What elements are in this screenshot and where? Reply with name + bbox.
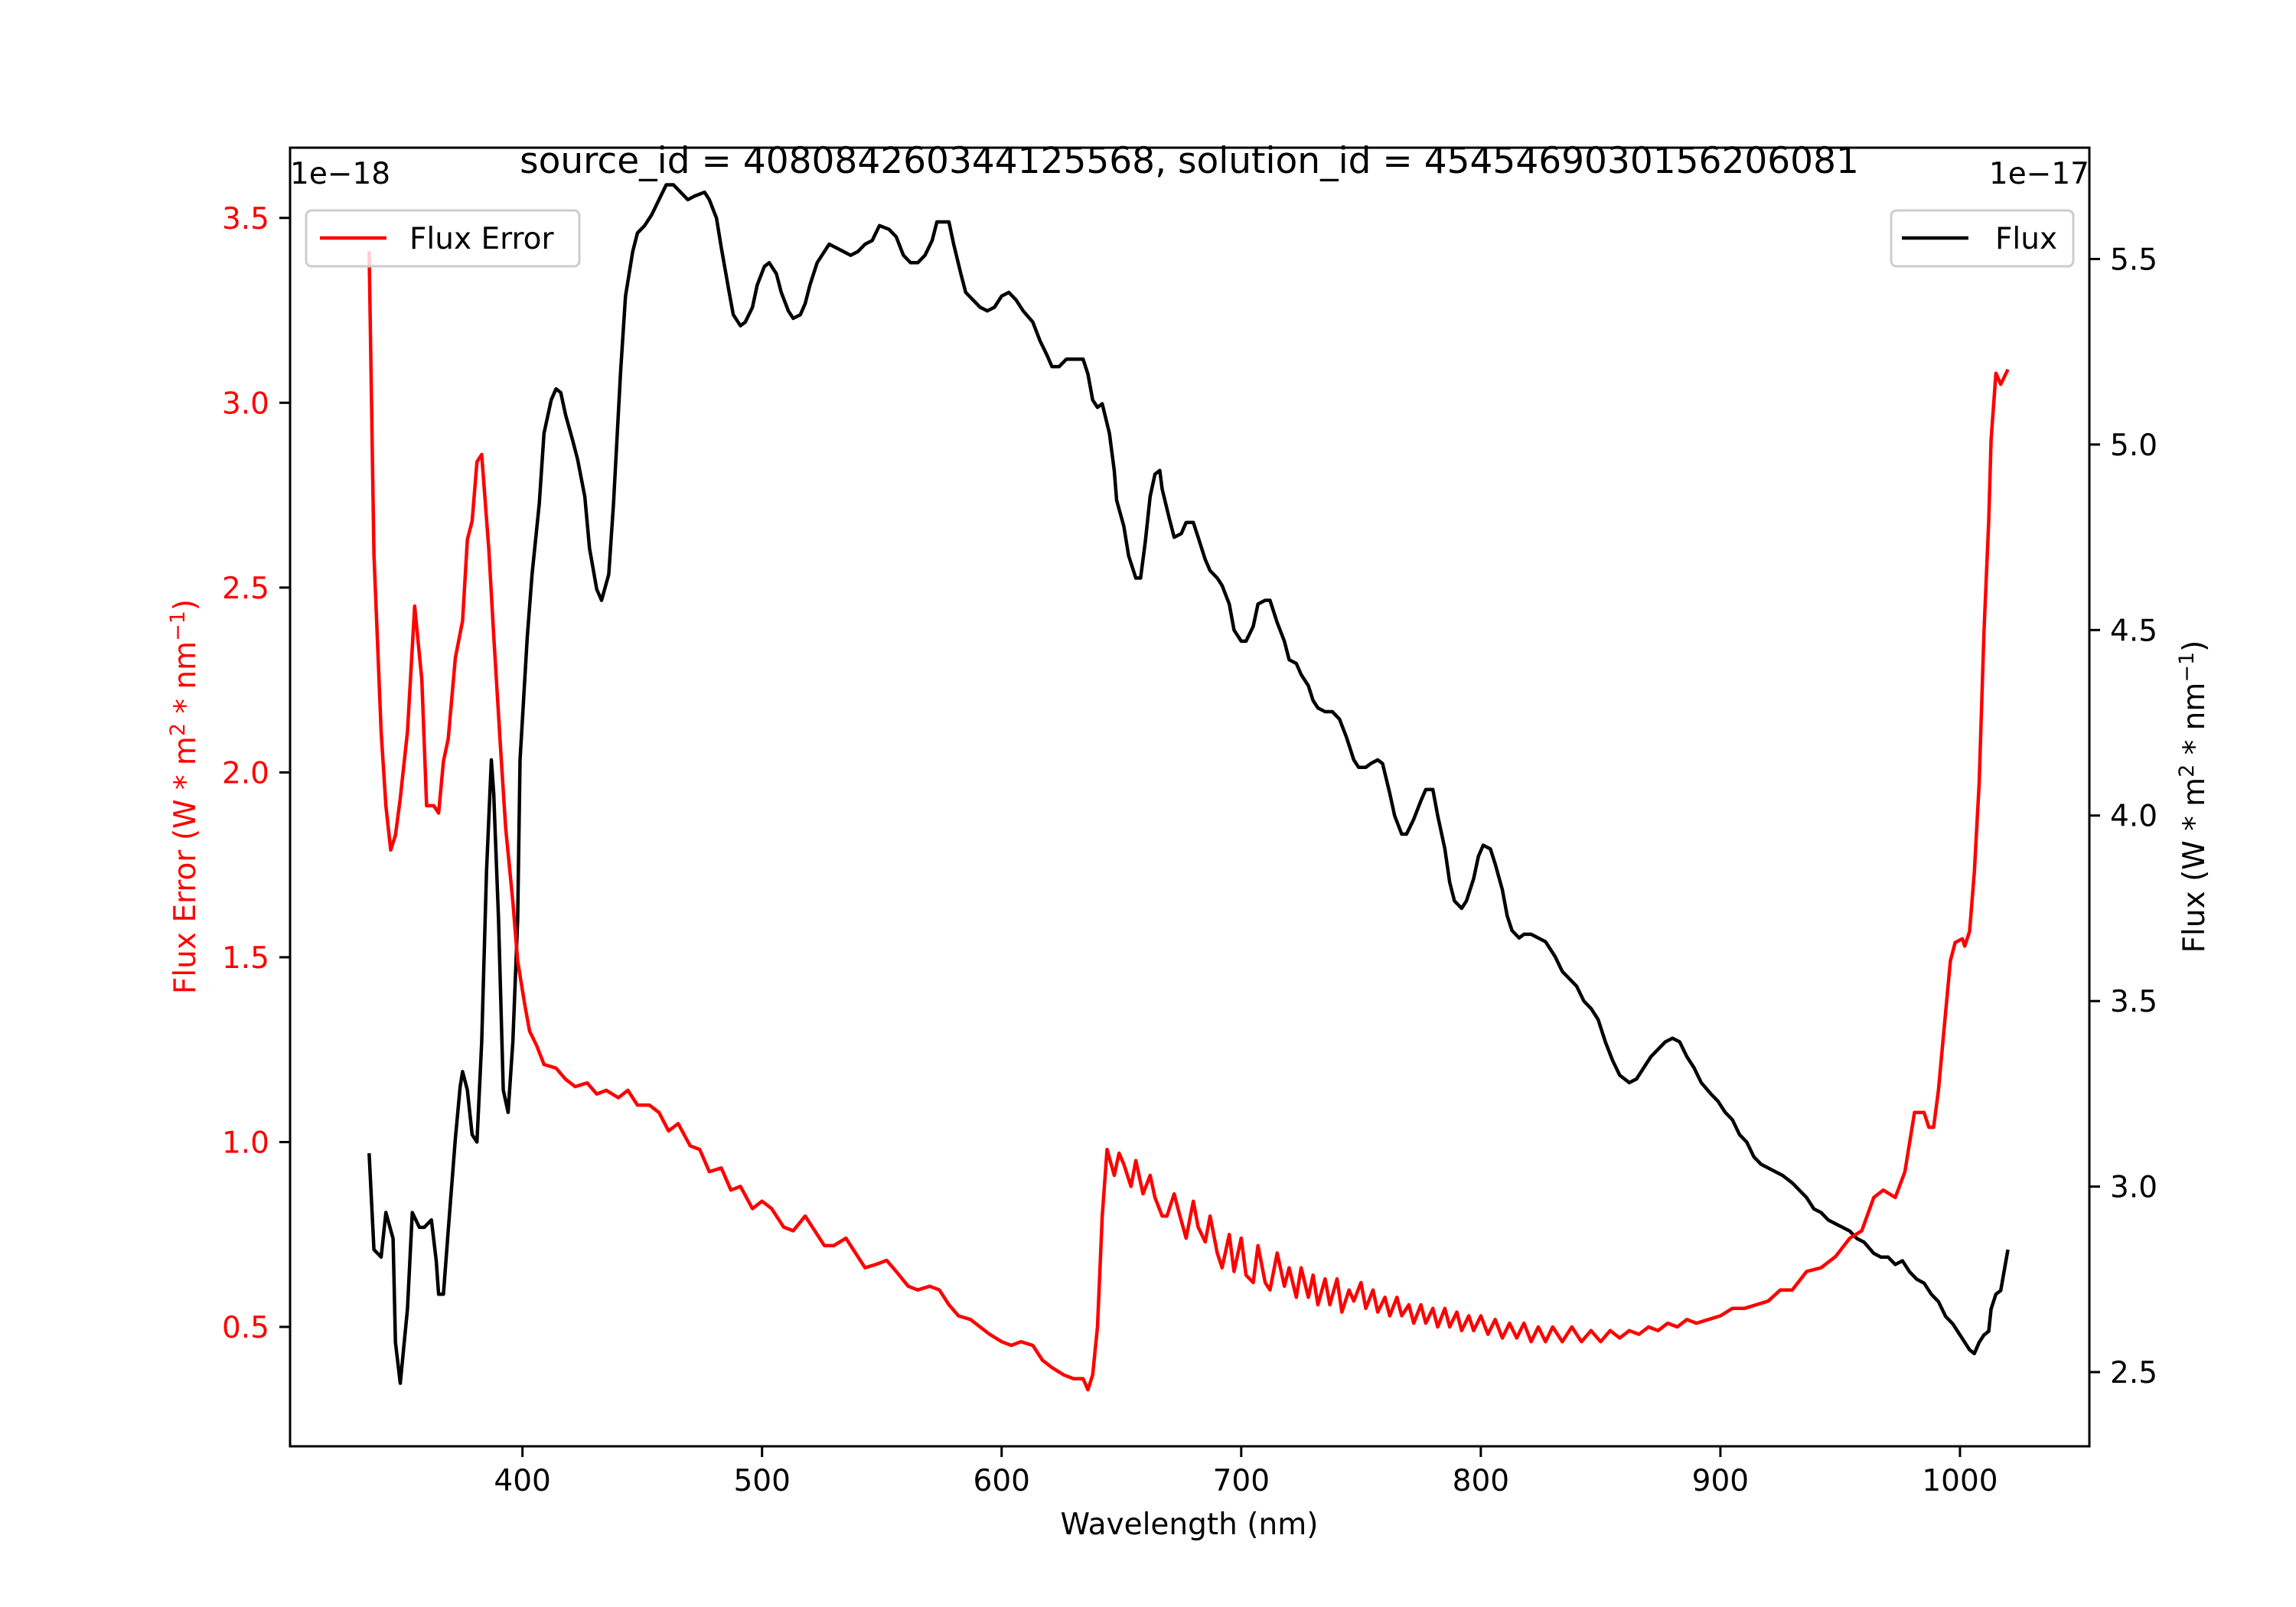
- left-y-tick-label: 2.0: [222, 756, 269, 790]
- right-y-tick-label: 3.5: [2110, 985, 2157, 1019]
- left-offset-text: 1e−18: [290, 157, 390, 191]
- axis-ticks: 400 500 600 700 800 900 1000 0.5 1.0 1.5 2.0 2.5 3.0…: [222, 202, 2157, 1498]
- right-y-tick-label: 4.0: [2110, 800, 2157, 834]
- left-y-axis-label: Flux Error (W * m2 * nm−1): [166, 599, 203, 994]
- plot-area: [367, 183, 2010, 1392]
- series-line-flux: [367, 183, 2010, 1385]
- right-y-tick-label: 3.0: [2110, 1171, 2157, 1205]
- legend-label-flux: Flux: [1995, 222, 2057, 256]
- axes-frame: [289, 146, 2091, 1448]
- x-tick-label: 1000: [1922, 1464, 1998, 1498]
- x-tick-label: 900: [1692, 1464, 1749, 1498]
- legend-label-flux-error: Flux Error: [409, 222, 554, 256]
- left-y-tick-label: 0.5: [222, 1311, 269, 1345]
- left-y-tick-label: 1.5: [222, 941, 269, 976]
- x-tick-label: 400: [494, 1464, 550, 1498]
- right-offset-text: 1e−17: [1989, 157, 2089, 191]
- x-tick-label: 500: [733, 1464, 790, 1498]
- legend-flux: Flux: [1890, 209, 2075, 268]
- left-y-tick-label: 1.0: [222, 1126, 269, 1160]
- left-y-tick-label: 2.5: [222, 572, 269, 606]
- x-tick-label: 700: [1213, 1464, 1270, 1498]
- series-line-flux-error: [367, 251, 2010, 1392]
- x-tick-label: 600: [974, 1464, 1030, 1498]
- legend-box: [305, 209, 581, 268]
- left-y-tick-label: 3.0: [222, 386, 269, 421]
- x-tick-label: 800: [1453, 1464, 1509, 1498]
- chart-title: source_id = 408084260344125568, solution…: [520, 140, 1859, 182]
- right-y-tick-label: 5.5: [2110, 243, 2157, 277]
- legend-flux-error: Flux Error: [305, 209, 581, 268]
- right-y-tick-label: 4.5: [2110, 614, 2157, 648]
- right-y-tick-label: 2.5: [2110, 1356, 2157, 1390]
- legend-box: [1890, 209, 2075, 268]
- right-y-axis-label: Flux (W * m2 * nm−1): [2175, 641, 2212, 953]
- right-y-tick-label: 5.0: [2110, 429, 2157, 463]
- x-axis-label: Wavelength (nm): [1061, 1508, 1319, 1542]
- left-y-tick-label: 3.5: [222, 202, 269, 236]
